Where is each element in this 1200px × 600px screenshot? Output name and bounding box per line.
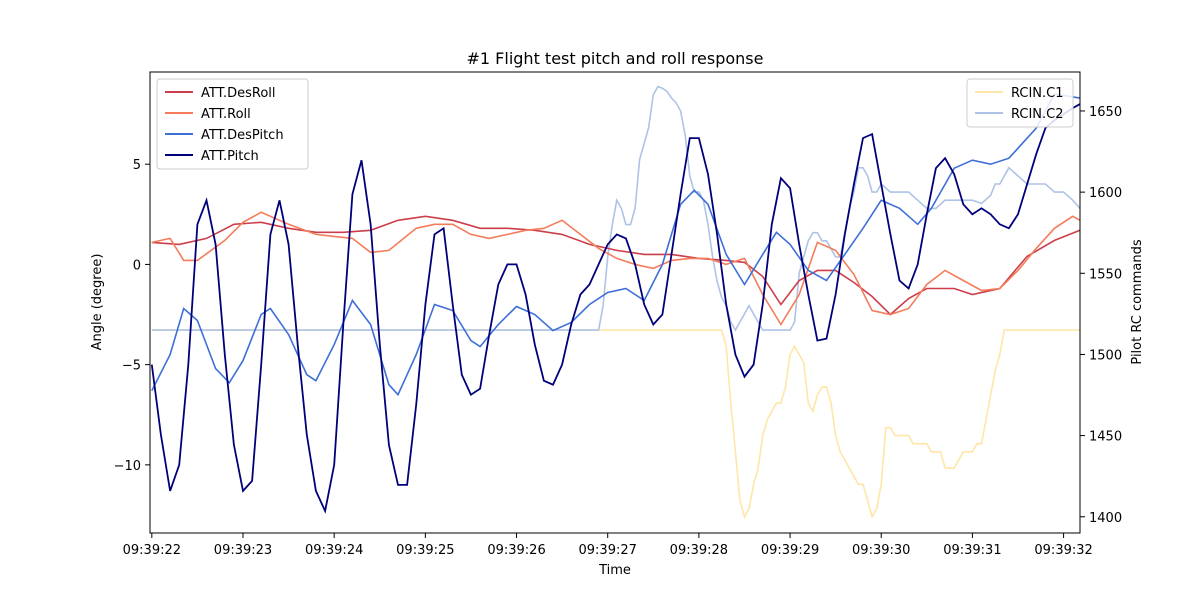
legend-right: RCIN.C1 RCIN.C2	[966, 78, 1074, 128]
x-tick-label: 09:39:29	[761, 543, 819, 558]
y-axis-left-label: Angle (degree)	[90, 254, 105, 351]
y-right-tick-label: 1600	[1089, 186, 1122, 201]
x-tick-label: 09:39:27	[579, 543, 637, 558]
legend-label-rcin-c1: RCIN.C1	[1011, 86, 1064, 101]
legend-left: ATT.DesRoll ATT.Roll ATT.DesPitch ATT.Pitch	[156, 78, 309, 170]
legend-box	[156, 78, 309, 170]
legend-label-att-roll: ATT.Roll	[201, 107, 251, 122]
x-tick-label: 09:39:22	[123, 543, 181, 558]
y-left-tick-label: 0	[133, 258, 141, 273]
x-tick-label: 09:39:30	[852, 543, 910, 558]
y-right-tick-label: 1500	[1089, 348, 1122, 363]
x-axis: 09:39:22 09:39:23 09:39:24 09:39:25 09:39:26…	[123, 533, 1093, 558]
x-axis-label: Time	[598, 563, 631, 578]
x-tick-label: 09:39:31	[943, 543, 1001, 558]
right-axis-series-group	[151, 85, 1081, 519]
x-tick-label: 09:39:32	[1034, 543, 1092, 558]
y-right-tick-label: 1650	[1089, 105, 1122, 120]
left-axis-series-group	[150, 93, 1081, 514]
series-line-att-despitch	[151, 93, 1081, 397]
legend-label-att-despitch: ATT.DesPitch	[201, 128, 284, 143]
y-axis-right: 1400 1450 1500 1550 1600 1650	[1080, 105, 1122, 526]
x-tick-label: 09:39:26	[487, 543, 545, 558]
x-tick-label: 09:39:23	[214, 543, 272, 558]
legend-label-att-desroll: ATT.DesRoll	[201, 86, 276, 101]
series-line-rcin-c1	[151, 329, 1080, 519]
series-line-rcin-c2	[151, 85, 1081, 332]
x-tick-label: 09:39:25	[396, 543, 454, 558]
y-left-tick-label: −5	[122, 359, 141, 374]
y-left-tick-label: −10	[114, 459, 141, 474]
plot-frame	[149, 71, 1081, 534]
x-tick-label: 09:39:28	[670, 543, 728, 558]
series-line-att-pitch	[150, 103, 1081, 514]
y-axis-left: −10 −5 0 5	[114, 158, 150, 474]
y-axis-right-label: Pilot RC commands	[1130, 239, 1145, 364]
y-right-tick-label: 1400	[1089, 511, 1122, 526]
y-right-tick-label: 1550	[1089, 267, 1122, 282]
legend-label-rcin-c2: RCIN.C2	[1011, 107, 1064, 122]
legend-label-att-pitch: ATT.Pitch	[201, 149, 259, 164]
y-left-tick-label: 5	[133, 158, 141, 173]
y-right-tick-label: 1450	[1089, 430, 1122, 445]
x-tick-label: 09:39:24	[305, 543, 363, 558]
chart-title: #1 Flight test pitch and roll response	[467, 49, 764, 68]
